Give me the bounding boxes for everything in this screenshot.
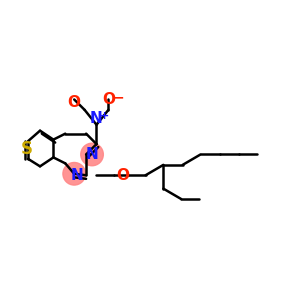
- Ellipse shape: [81, 143, 103, 166]
- Text: N: N: [71, 168, 84, 183]
- Text: N: N: [86, 147, 98, 162]
- Text: O: O: [67, 95, 80, 110]
- Text: O: O: [117, 168, 130, 183]
- Text: +: +: [100, 111, 109, 121]
- Text: O: O: [103, 92, 116, 107]
- Text: N: N: [89, 111, 102, 126]
- Text: −: −: [112, 90, 124, 104]
- Ellipse shape: [63, 163, 86, 185]
- Text: S: S: [21, 140, 33, 158]
